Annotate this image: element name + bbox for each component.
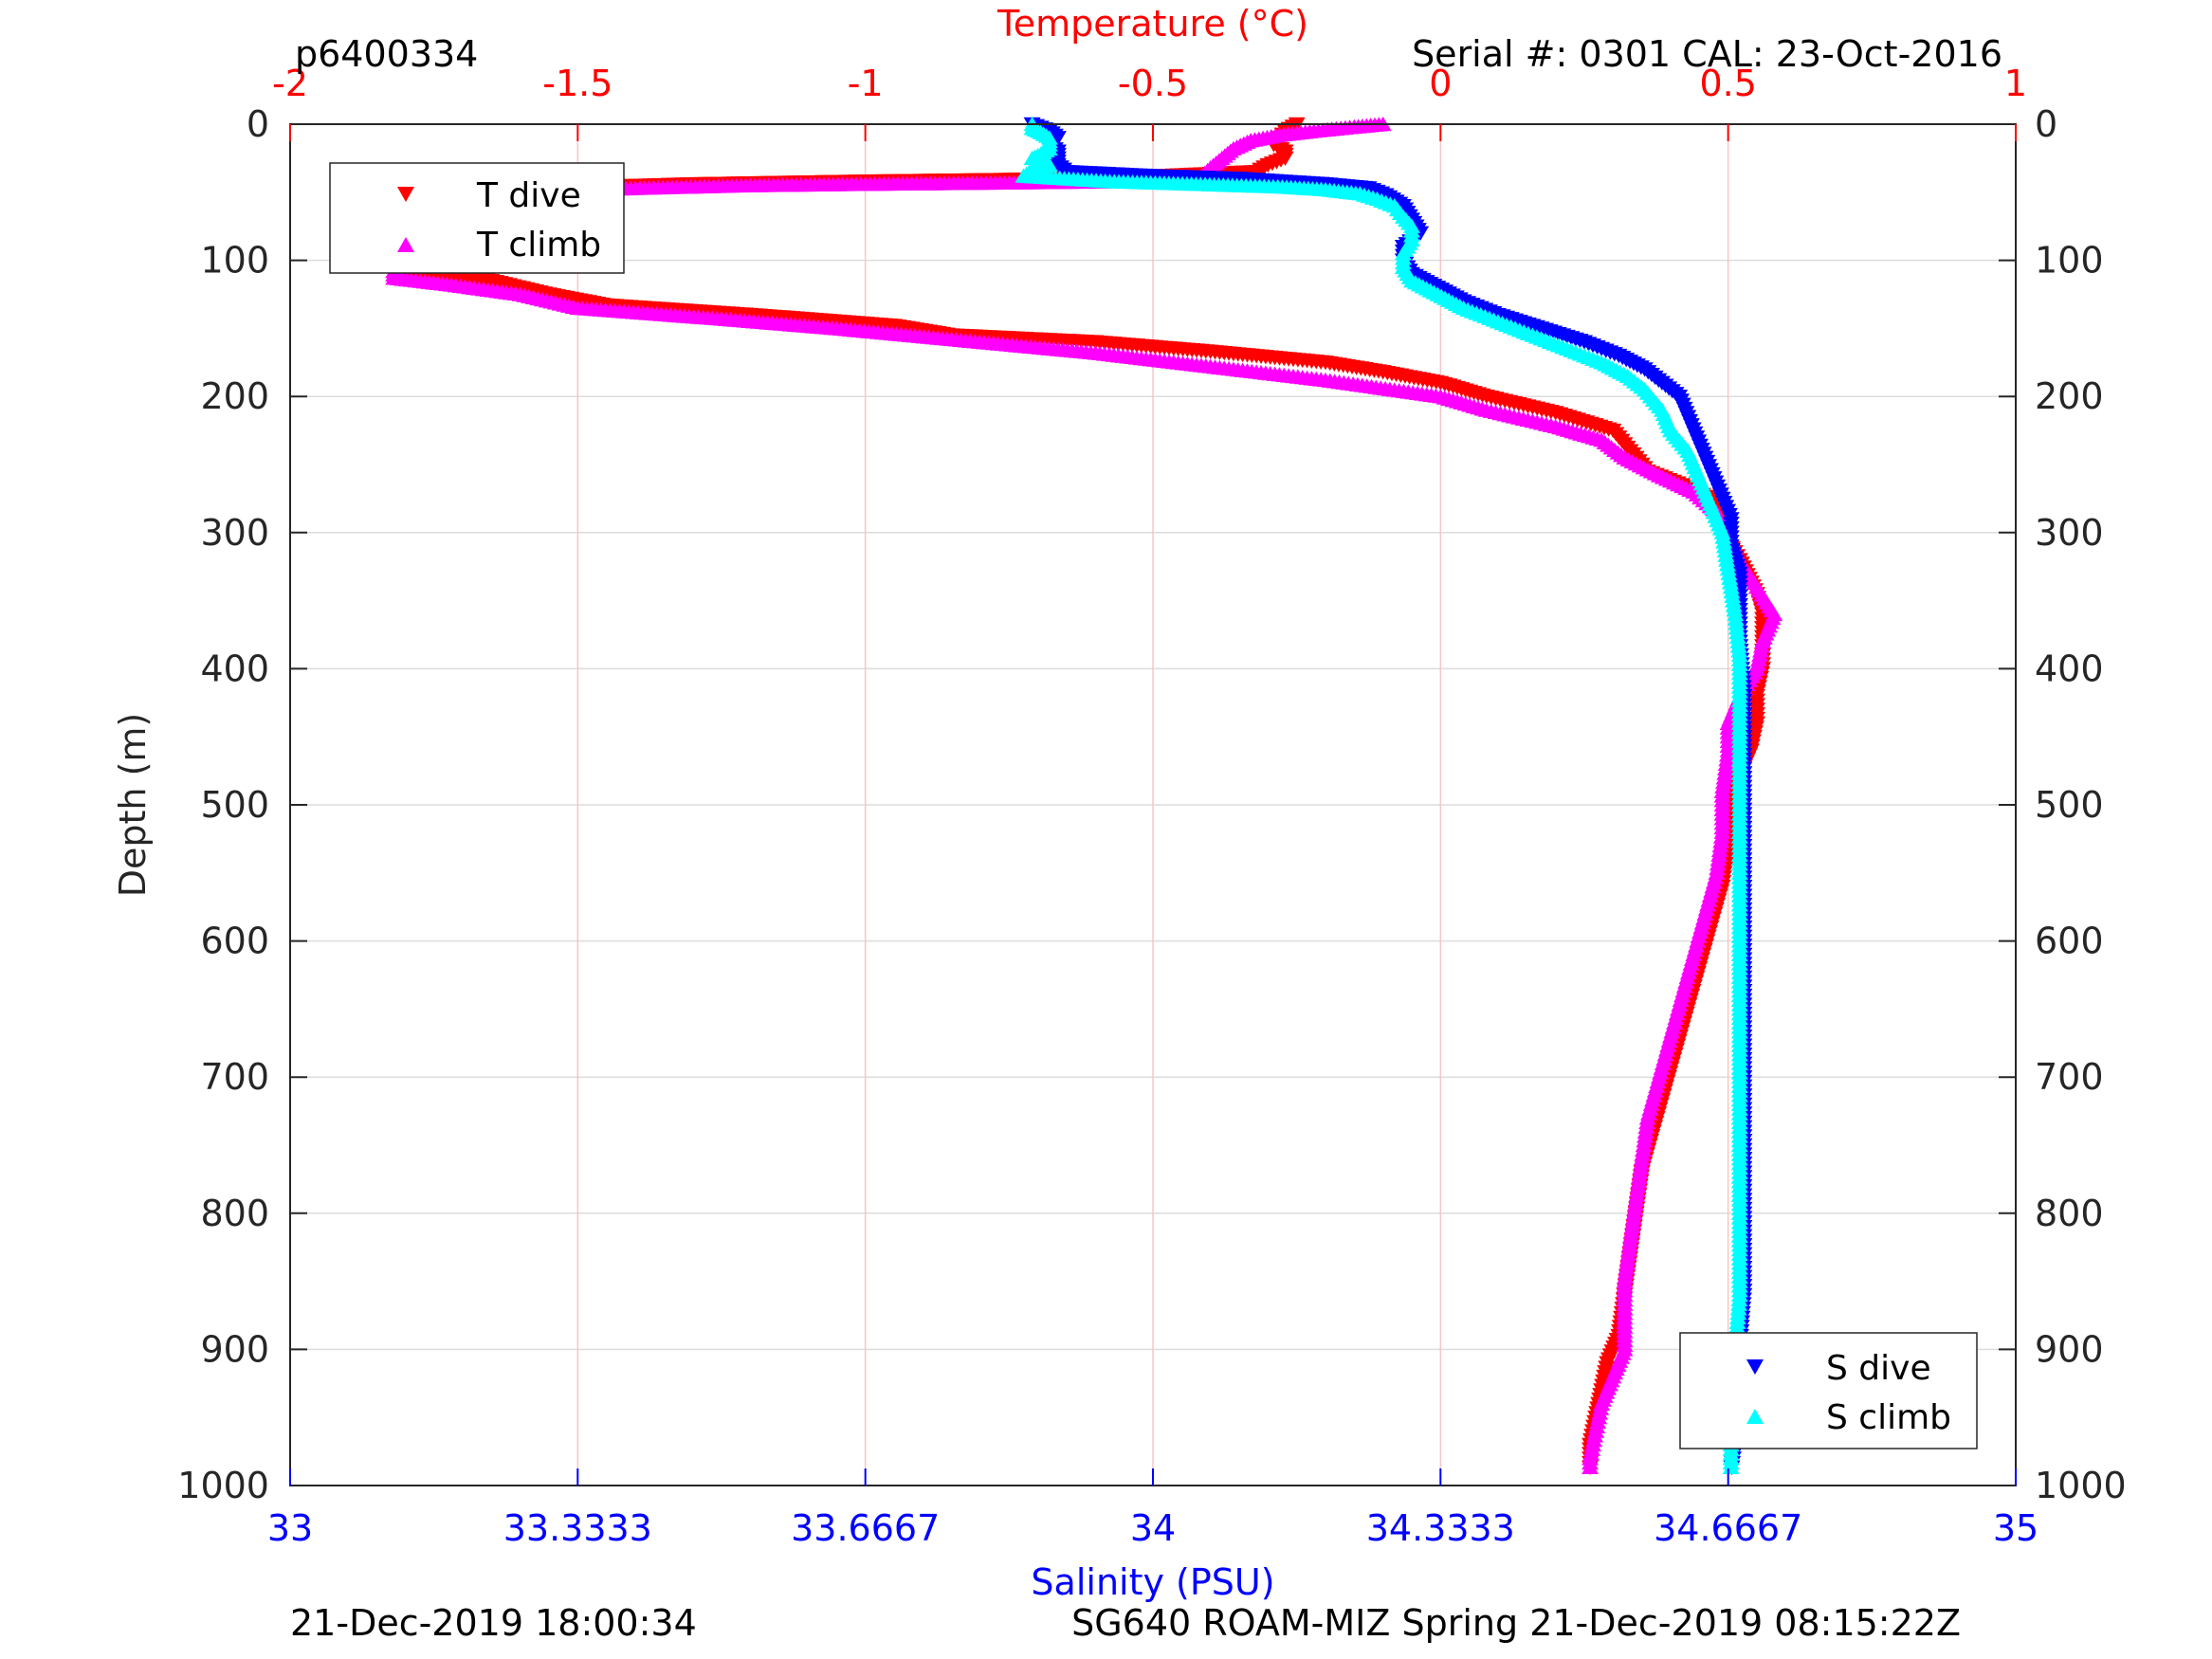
depth-tick-label-right: 400 — [2035, 647, 2104, 689]
legend-temperature-box — [329, 162, 625, 274]
temperature-tick-label: -1.5 — [542, 63, 612, 104]
depth-tick-label-left: 700 — [200, 1056, 269, 1098]
temperature-tick-label: 1 — [2004, 63, 2027, 104]
temperature-tick-label: -1 — [848, 63, 884, 104]
temperature-tick-label: 0.5 — [1699, 63, 1756, 104]
salinity-tick-label: 34 — [1130, 1507, 1176, 1549]
legend-temperature: T dive T climb — [329, 162, 625, 274]
legend-t-dive-marker — [397, 187, 414, 202]
legend-t-climb-label: T climb — [476, 226, 601, 264]
depth-axis-label: Depth (m) — [112, 713, 154, 898]
legend-s-dive-label: S dive — [1826, 1349, 1931, 1388]
series-t-climb — [385, 116, 1783, 1475]
temperature-tick-label: -2 — [272, 63, 308, 104]
legend-t-climb-marker — [397, 237, 414, 252]
depth-tick-label-left: 900 — [200, 1328, 269, 1370]
depth-tick-label-right: 600 — [2035, 921, 2104, 962]
depth-tick-label-right: 900 — [2035, 1328, 2104, 1370]
data-point — [1581, 1459, 1600, 1475]
depth-tick-label-right: 300 — [2035, 512, 2104, 554]
temperature-tick-label: -0.5 — [1118, 63, 1188, 104]
legend-s-dive-marker — [1746, 1359, 1764, 1375]
depth-tick-label-right: 100 — [2035, 240, 2104, 282]
salinity-axis-label: Salinity (PSU) — [1031, 1561, 1274, 1603]
legend-s-climb-marker — [1746, 1409, 1764, 1424]
axis-ticks: 0 0 100 100 200 200 300 300 400 400 500 500 600 600 70… — [177, 63, 2126, 1549]
depth-tick-label-right: 500 — [2035, 784, 2104, 826]
salinity-tick-label: 33.3333 — [503, 1507, 652, 1549]
depth-tick-label-left: 600 — [200, 921, 269, 962]
temperature-axis-label: Temperature (°C) — [996, 3, 1308, 45]
depth-tick-label-right: 200 — [2035, 375, 2104, 417]
title-right: Serial #: 0301 CAL: 23-Oct-2016 — [1412, 33, 2002, 75]
depth-tick-label-left: 1000 — [177, 1465, 269, 1506]
salinity-tick-label: 33 — [267, 1507, 313, 1549]
depth-tick-label-left: 400 — [200, 647, 269, 689]
salinity-tick-label: 34.6667 — [1654, 1507, 1802, 1549]
depth-tick-label-right: 800 — [2035, 1193, 2104, 1234]
legend-salinity-box — [1679, 1332, 1978, 1449]
title-left: p6400334 — [295, 33, 478, 75]
salinity-tick-label: 35 — [1993, 1507, 2038, 1549]
depth-tick-label-right: 0 — [2035, 103, 2057, 145]
legend-salinity: S dive S climb — [1679, 1332, 1978, 1449]
depth-tick-label-right: 700 — [2035, 1056, 2104, 1098]
depth-tick-label-left: 200 — [200, 375, 269, 417]
depth-tick-label-left: 500 — [200, 784, 269, 826]
depth-tick-label-left: 100 — [200, 240, 269, 282]
depth-tick-label-right: 1000 — [2035, 1465, 2127, 1506]
data-point — [1722, 1459, 1740, 1475]
depth-tick-label-left: 300 — [200, 512, 269, 554]
salinity-tick-label: 34.3333 — [1366, 1507, 1515, 1549]
legend-t-dive-label: T dive — [476, 176, 581, 215]
footer-right: SG640 ROAM-MIZ Spring 21-Dec-2019 08:15:… — [1071, 1602, 1961, 1644]
salinity-tick-label: 33.6667 — [791, 1507, 940, 1549]
legend-s-climb-label: S climb — [1826, 1398, 1951, 1437]
footer-left: 21-Dec-2019 18:00:34 — [290, 1602, 697, 1644]
temperature-tick-label: 0 — [1429, 63, 1452, 104]
depth-tick-label-left: 0 — [247, 103, 269, 145]
depth-tick-label-left: 800 — [200, 1193, 269, 1234]
